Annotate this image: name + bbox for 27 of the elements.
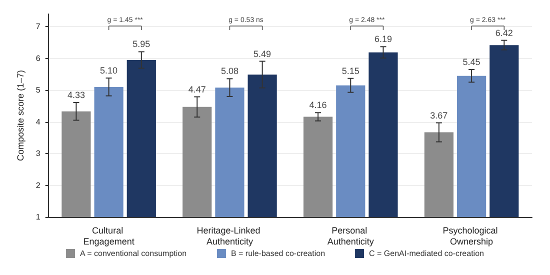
data-label: 4.16 <box>309 100 327 110</box>
data-label: 5.15 <box>342 66 360 76</box>
y-tick-label: 1 <box>36 212 41 222</box>
data-label: 4.33 <box>67 90 85 100</box>
data-label: 6.42 <box>495 28 513 38</box>
legend-label: C = GenAI-mediated co-creation <box>369 249 484 258</box>
y-tick-label: 6 <box>36 54 41 63</box>
legend-label: B = rule-based co-creation <box>230 249 326 258</box>
y-axis-title: Composite score (1–7) <box>16 70 26 162</box>
data-label: 6.19 <box>374 34 392 44</box>
x-tick-label: Heritage-Linked Authenticity <box>196 226 263 246</box>
data-label: 5.10 <box>100 66 118 76</box>
x-tick-label: Psychological Ownership <box>442 226 500 246</box>
y-tick-label: 3 <box>36 149 41 158</box>
x-tick-label: Cultural Engagement <box>83 226 135 246</box>
data-label: 5.95 <box>132 39 150 50</box>
data-label: 3.67 <box>430 110 448 120</box>
data-label: 5.49 <box>254 48 272 59</box>
data-label: 4.47 <box>188 84 206 94</box>
y-tick-label: 4 <box>36 117 41 126</box>
legend-label: A = conventional consumption <box>80 249 187 258</box>
y-tick-label: 7 <box>36 22 41 32</box>
y-tick-label: 2 <box>36 180 41 190</box>
y-tick-label: 5 <box>36 86 41 95</box>
data-label: 5.45 <box>462 57 480 68</box>
x-tick-label: Personal Authenticity <box>327 226 374 246</box>
data-label: 5.08 <box>220 66 238 76</box>
